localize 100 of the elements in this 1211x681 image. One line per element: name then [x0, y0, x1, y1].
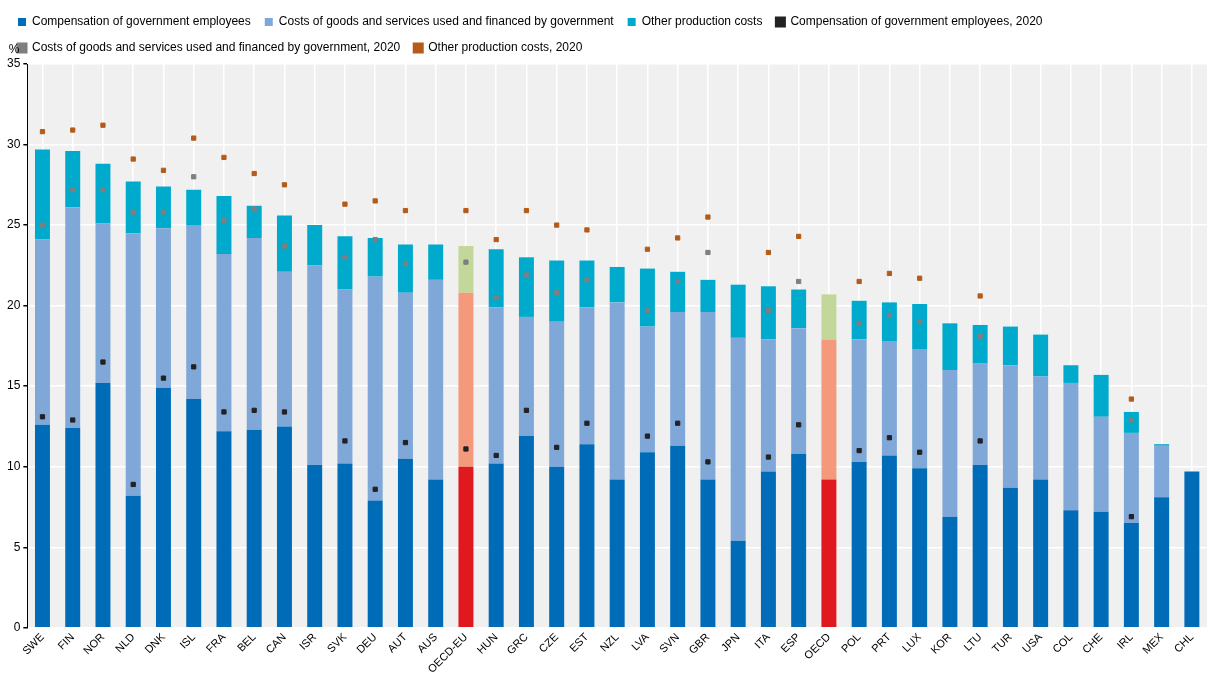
- bar: [912, 468, 928, 628]
- bar: [912, 304, 928, 350]
- bar: [1154, 445, 1170, 498]
- y-tick-label: 10: [6, 459, 21, 474]
- point: [342, 254, 348, 260]
- point: [221, 154, 227, 161]
- point: [130, 481, 136, 488]
- point: [856, 447, 862, 454]
- point: [463, 446, 469, 452]
- point: [100, 359, 106, 365]
- bar: [670, 312, 686, 446]
- bar: [1033, 479, 1049, 628]
- bar: [155, 387, 171, 628]
- point: [39, 129, 46, 135]
- bar: [760, 339, 776, 472]
- bar: [609, 479, 625, 628]
- bar: [1002, 487, 1018, 628]
- bar: [549, 466, 565, 628]
- bar: [246, 237, 262, 430]
- point: [251, 206, 257, 212]
- legend-label: Compensation of government employees, 2020: [790, 14, 1043, 29]
- point: [100, 122, 106, 128]
- bar: [1093, 511, 1109, 628]
- point: [221, 217, 227, 223]
- point: [463, 259, 469, 265]
- point: [160, 167, 167, 173]
- point: [402, 261, 409, 267]
- bar: [337, 236, 353, 290]
- point: [554, 290, 560, 296]
- point: [554, 222, 560, 228]
- bar: [246, 205, 262, 238]
- bar: [609, 302, 625, 480]
- point: [372, 236, 378, 243]
- point: [705, 249, 711, 256]
- bar: [216, 196, 232, 255]
- bar: [34, 424, 50, 628]
- x-tick-label: ITA: [751, 630, 773, 651]
- bar: [1123, 432, 1139, 524]
- point: [644, 307, 651, 314]
- point: [917, 319, 923, 325]
- point: [977, 438, 983, 444]
- bar: [730, 540, 746, 628]
- point: [644, 246, 651, 252]
- point: [917, 449, 923, 455]
- point: [917, 275, 923, 281]
- bar: [942, 516, 958, 628]
- point: [160, 209, 167, 215]
- point: [856, 278, 862, 285]
- point: [675, 278, 681, 285]
- x-tick-label: LVA: [628, 630, 652, 653]
- bar: [488, 249, 504, 308]
- bar: [518, 257, 534, 317]
- point: [796, 278, 802, 285]
- bar: [367, 500, 383, 628]
- point: [523, 207, 530, 214]
- bar: [95, 163, 111, 224]
- point: [584, 227, 590, 233]
- bar: [1093, 416, 1109, 512]
- bar: [337, 289, 353, 464]
- point: [705, 214, 711, 220]
- y-tick-label: 30: [6, 136, 21, 151]
- point: [221, 409, 227, 415]
- bar: [367, 276, 383, 501]
- bar: [1184, 471, 1200, 628]
- bar: [639, 452, 655, 628]
- bar: [186, 399, 202, 628]
- bar: [216, 254, 232, 432]
- bar: [579, 307, 595, 445]
- bar: [851, 461, 867, 628]
- point: [977, 333, 983, 339]
- bar: [518, 316, 534, 437]
- bar: [95, 382, 111, 628]
- bar: [95, 223, 111, 383]
- bar: [700, 312, 716, 480]
- bar: [276, 215, 292, 272]
- point: [342, 201, 348, 207]
- bar: [700, 479, 716, 628]
- point: [402, 439, 409, 446]
- bar: [458, 246, 474, 293]
- point: [251, 407, 257, 413]
- bar: [670, 445, 686, 628]
- point: [281, 182, 288, 188]
- bar: [670, 271, 686, 313]
- point: [554, 444, 560, 450]
- point: [765, 249, 772, 256]
- point: [644, 433, 651, 439]
- point: [191, 174, 197, 180]
- point: [39, 222, 46, 228]
- bar: [1063, 382, 1079, 511]
- point: [856, 320, 862, 326]
- point: [372, 486, 378, 492]
- bar: [488, 463, 504, 628]
- y-tick-label: 0: [13, 620, 21, 635]
- bar: [397, 292, 413, 459]
- point: [886, 435, 893, 441]
- bar: [307, 225, 323, 266]
- point: [70, 127, 76, 133]
- y-tick-label: 20: [6, 297, 21, 312]
- x-tick-label: COL: [1049, 630, 1075, 656]
- legend-label: Costs of goods and services used and financed by government: [278, 14, 615, 29]
